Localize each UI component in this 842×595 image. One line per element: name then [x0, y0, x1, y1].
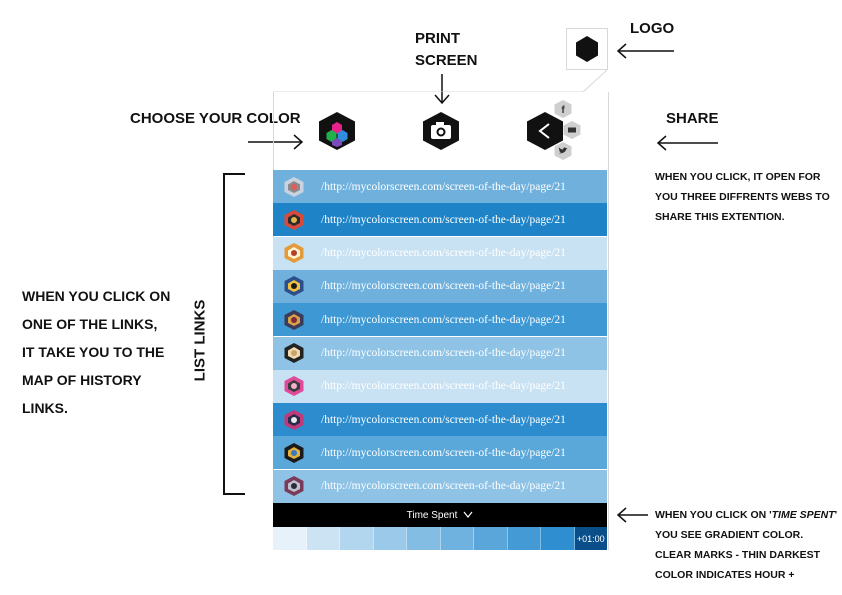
logo-arrow: [616, 43, 674, 59]
print-screen-line2: SCREEN: [415, 52, 478, 69]
time-note: WHEN YOU CLICK ON 'TIME SPENT' YOU SEE G…: [655, 505, 837, 585]
share-note-line: WHEN YOU CLICK, IT OPEN FOR: [655, 171, 821, 183]
list-links-annotation: LIST LINKS: [191, 299, 209, 382]
camera-hex-icon[interactable]: [422, 111, 460, 151]
link-thumbnail-icon: [284, 376, 304, 397]
link-url: /http://mycolorscreen.com/screen-of-the-…: [321, 247, 566, 260]
color-palette-hex-icon[interactable]: [318, 111, 356, 151]
share-annotation: SHARE: [666, 110, 719, 127]
link-row[interactable]: /http://mycolorscreen.com/screen-of-the-…: [273, 236, 607, 270]
link-row[interactable]: /http://mycolorscreen.com/screen-of-the-…: [273, 436, 607, 470]
time-spent-arrow: [616, 507, 648, 523]
time-gradient-cell: [474, 527, 508, 550]
link-url: /http://mycolorscreen.com/screen-of-the-…: [321, 480, 566, 493]
time-gradient-cell: [340, 527, 374, 550]
time-gradient-cell: [507, 527, 541, 550]
link-thumbnail-icon: [284, 176, 304, 197]
facebook-icon[interactable]: f: [553, 99, 573, 119]
hour-marker: +01:00: [574, 527, 607, 550]
link-row[interactable]: /http://mycolorscreen.com/screen-of-the-…: [273, 403, 607, 437]
links-note-line: MAP OF HISTORY: [22, 372, 142, 388]
share-note: WHEN YOU CLICK, IT OPEN FOR YOU THREE DI…: [655, 167, 830, 227]
links-note: WHEN YOU CLICK ON ONE OF THE LINKS, IT T…: [22, 282, 170, 422]
time-note-line: CLEAR MARKS - THIN DARKEST: [655, 549, 821, 561]
time-spent-button[interactable]: Time Spent: [273, 503, 607, 527]
time-note-post: ': [834, 509, 838, 521]
link-thumbnail-icon: [284, 442, 304, 463]
link-url: /http://mycolorscreen.com/screen-of-the-…: [321, 380, 566, 393]
link-row[interactable]: /http://mycolorscreen.com/screen-of-the-…: [273, 303, 607, 337]
share-note-line: SHARE THIS EXTENTION.: [655, 211, 785, 223]
time-gradient-cell: [407, 527, 441, 550]
time-note-pre: WHEN YOU CLICK ON ': [655, 509, 772, 521]
link-url: /http://mycolorscreen.com/screen-of-the-…: [321, 446, 566, 459]
time-gradient-cell: [273, 527, 307, 550]
links-note-line: ONE OF THE LINKS,: [22, 316, 158, 332]
facebook-glyph: f: [561, 105, 565, 116]
print-screen-annotation: PRINT SCREEN: [415, 28, 478, 72]
time-gradient-cell: [541, 527, 575, 550]
time-spent-label: Time Spent: [406, 509, 458, 521]
link-row[interactable]: /http://mycolorscreen.com/screen-of-the-…: [273, 336, 607, 370]
time-note-line: COLOR INDICATES HOUR +: [655, 569, 795, 581]
link-thumbnail-icon: [284, 276, 304, 297]
time-note-line: WHEN YOU CLICK ON 'TIME SPENT': [655, 505, 837, 525]
link-url: /http://mycolorscreen.com/screen-of-the-…: [321, 313, 566, 326]
panel-top-edge: [273, 70, 607, 92]
link-thumbnail-icon: [284, 209, 304, 230]
links-note-line: LINKS.: [22, 400, 68, 416]
list-links-bracket: [223, 173, 245, 495]
links-note-line: IT TAKE YOU TO THE: [22, 344, 165, 360]
time-gradient-cell: [440, 527, 474, 550]
link-row[interactable]: /http://mycolorscreen.com/screen-of-the-…: [273, 170, 607, 203]
logo-hex-icon: [576, 36, 598, 62]
links-note-line: WHEN YOU CLICK ON: [22, 288, 171, 304]
link-row[interactable]: /http://mycolorscreen.com/screen-of-the-…: [273, 369, 607, 403]
time-note-line: YOU SEE GRADIENT COLOR.: [655, 529, 804, 541]
email-icon[interactable]: [562, 120, 582, 140]
time-gradient: +01:00: [273, 527, 607, 550]
time-note-emphasis: TIME SPENT: [771, 509, 835, 521]
print-screen-line1: PRINT: [415, 30, 460, 47]
link-row[interactable]: /http://mycolorscreen.com/screen-of-the-…: [273, 203, 607, 237]
time-gradient-cell: [373, 527, 407, 550]
twitter-icon[interactable]: [553, 141, 573, 161]
link-thumbnail-icon: [284, 476, 304, 497]
link-url: /http://mycolorscreen.com/screen-of-the-…: [321, 347, 566, 359]
link-row[interactable]: /http://mycolorscreen.com/screen-of-the-…: [273, 269, 607, 303]
link-thumbnail-icon: [284, 343, 304, 363]
link-thumbnail-icon: [284, 243, 304, 264]
chevron-down-icon: [463, 511, 473, 518]
print-screen-arrow: [434, 74, 450, 105]
link-url: /http://mycolorscreen.com/screen-of-the-…: [321, 213, 566, 226]
share-arrow: [656, 135, 718, 151]
logo-annotation: LOGO: [630, 20, 675, 37]
link-row[interactable]: /http://mycolorscreen.com/screen-of-the-…: [273, 469, 607, 503]
link-url: /http://mycolorscreen.com/screen-of-the-…: [321, 180, 566, 193]
share-hex-icon[interactable]: [526, 111, 564, 151]
logo: [566, 28, 608, 70]
choose-color-arrow: [248, 134, 304, 150]
share-note-line: YOU THREE DIFFRENTS WEBS TO: [655, 191, 830, 203]
choose-color-annotation: CHOOSE YOUR COLOR: [130, 110, 301, 127]
time-gradient-cell: [306, 527, 340, 550]
link-thumbnail-icon: [284, 309, 304, 330]
link-thumbnail-icon: [284, 409, 304, 430]
link-url: /http://mycolorscreen.com/screen-of-the-…: [321, 413, 566, 426]
link-url: /http://mycolorscreen.com/screen-of-the-…: [321, 280, 566, 293]
